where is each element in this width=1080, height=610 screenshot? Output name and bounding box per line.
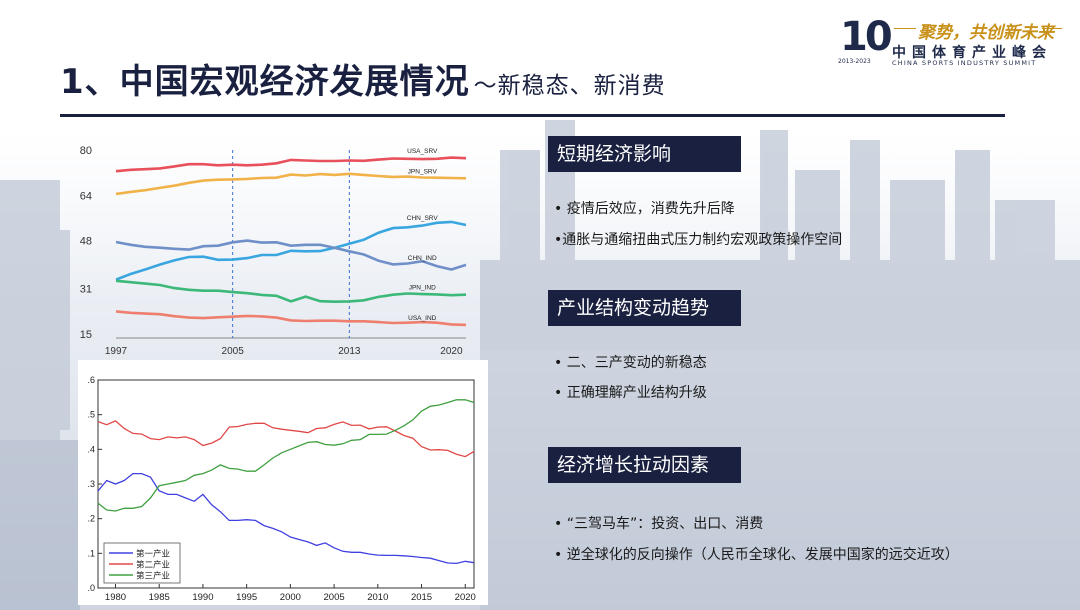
chart1-series-label: JPN_IND [409, 285, 436, 292]
chart2-y-tick-label: .6 [87, 375, 95, 385]
chart1-series-label: CHN_SRV [407, 215, 439, 222]
chart2-x-tick-label: 1985 [149, 592, 170, 603]
industry-share-chart-international: 80 64 48 31 15 1997 2005 2013 2020 USA_SRV JPN_SRV… [80, 145, 467, 357]
industry-share-chart-china-panel: .0 .1 .2 .3 .4 .5 .6 1980 1985 1990 1995 2000 2005 20… [78, 360, 488, 605]
chart2-series-line [97, 472, 475, 565]
logo-slogan: 聚势，共创新未来 [918, 23, 1054, 43]
summit-logo: 10 2013-2023 聚势，共创新未来 中国体育产业峰会 CHINA SPO… [836, 14, 1066, 70]
page-title-subtitle: ～新稳态、新消费 [473, 73, 666, 99]
chart1-y-tick-label: 48 [80, 236, 92, 248]
logo-rule-right [1042, 28, 1062, 29]
industry-share-chart-china: .0 .1 .2 .3 .4 .5 .6 1980 1985 1990 1995 2000 2005 20… [87, 375, 476, 603]
bullet-short-term-1: • 疫情后效应，消费先升后降 [554, 201, 735, 217]
logo-name-cn: 中国体育产业峰会 [892, 45, 1052, 61]
chart1-x-tick-label: 1997 [105, 346, 128, 357]
chart1-x-tick-label: 2013 [338, 346, 361, 357]
bullet-short-term-2: •通胀与通缩扭曲式压力制约宏观政策操作空间 [554, 232, 843, 248]
chart2-x-tick-label: 1995 [236, 592, 257, 603]
chart2-y-tick-label: .3 [87, 479, 95, 489]
chart1-series-line [115, 310, 467, 327]
chart2-y-tick-label: .5 [87, 410, 95, 420]
chart1-series-line [115, 279, 467, 304]
chart2-y-tick-label: .0 [87, 583, 95, 593]
bullet-structure-2: • 正确理解产业结构升级 [554, 385, 707, 401]
chart2-x-tick-label: 2010 [367, 592, 388, 603]
chart1-x-tick-label: 2020 [440, 346, 463, 357]
chart1-series-line [115, 156, 467, 173]
chart2-series-line [97, 399, 475, 512]
page-title: 1、中国宏观经济发展情况 ～新稳态、新消费 [60, 54, 666, 103]
bullet-structure-1: • 二、三产变动的新稳态 [554, 355, 707, 371]
chart1-y-tick-label: 80 [80, 145, 92, 157]
bullet-growth-1: • “三驾马车”：投资、出口、消费 [554, 516, 764, 532]
section-heading-growth-drivers: 经济增长拉动因素 [548, 447, 741, 483]
section-heading-structure: 产业结构变动趋势 [548, 290, 741, 326]
chart1-y-tick-label: 64 [80, 190, 92, 202]
chart1-series-line [115, 239, 467, 271]
logo-number: 10 [840, 14, 893, 60]
chart1-series-label: JPN_SRV [408, 168, 438, 175]
chart1-series-label: USA_SRV [407, 148, 438, 155]
chart2-x-tick-label: 1980 [105, 592, 126, 603]
section-heading-short-term: 短期经济影响 [548, 136, 741, 172]
chart2-x-tick-label: 1990 [192, 592, 213, 603]
chart2-x-tick-label: 2020 [455, 592, 476, 603]
chart2-y-tick-label: .1 [87, 548, 95, 558]
chart1-series-label: USA_IND [408, 315, 436, 322]
chart2-legend-label: 第二产业 [136, 560, 170, 571]
chart2-y-tick-label: .2 [87, 514, 95, 524]
chart1-series-line [115, 220, 467, 281]
chart2-x-tick-label: 2015 [411, 592, 432, 603]
chart2-x-tick-label: 2005 [324, 592, 345, 603]
logo-years: 2013-2023 [838, 58, 871, 65]
logo-rule-left [894, 28, 916, 29]
chart2-y-tick-label: .4 [87, 444, 95, 454]
logo-name-en: CHINA SPORTS INDUSTRY SUMMIT [892, 59, 1037, 67]
chart1-y-tick-label: 15 [80, 329, 92, 341]
page-title-main: 1、中国宏观经济发展情况 [60, 62, 470, 102]
chart2-x-tick-label: 2000 [280, 592, 301, 603]
title-divider [60, 114, 1005, 117]
chart2-legend-box [103, 542, 181, 584]
chart1-x-tick-label: 2005 [222, 346, 245, 357]
chart2-legend-label: 第一产业 [136, 549, 170, 560]
chart1-series-label: CHN_IND [408, 255, 437, 262]
chart2-series-line [97, 420, 475, 458]
chart2-legend-label: 第三产业 [136, 571, 170, 582]
chart1-y-tick-label: 31 [80, 284, 92, 296]
bullet-growth-2: • 逆全球化的反向操作（人民币全球化、发展中国家的远交近攻） [554, 547, 959, 563]
chart1-series-line [115, 172, 467, 196]
